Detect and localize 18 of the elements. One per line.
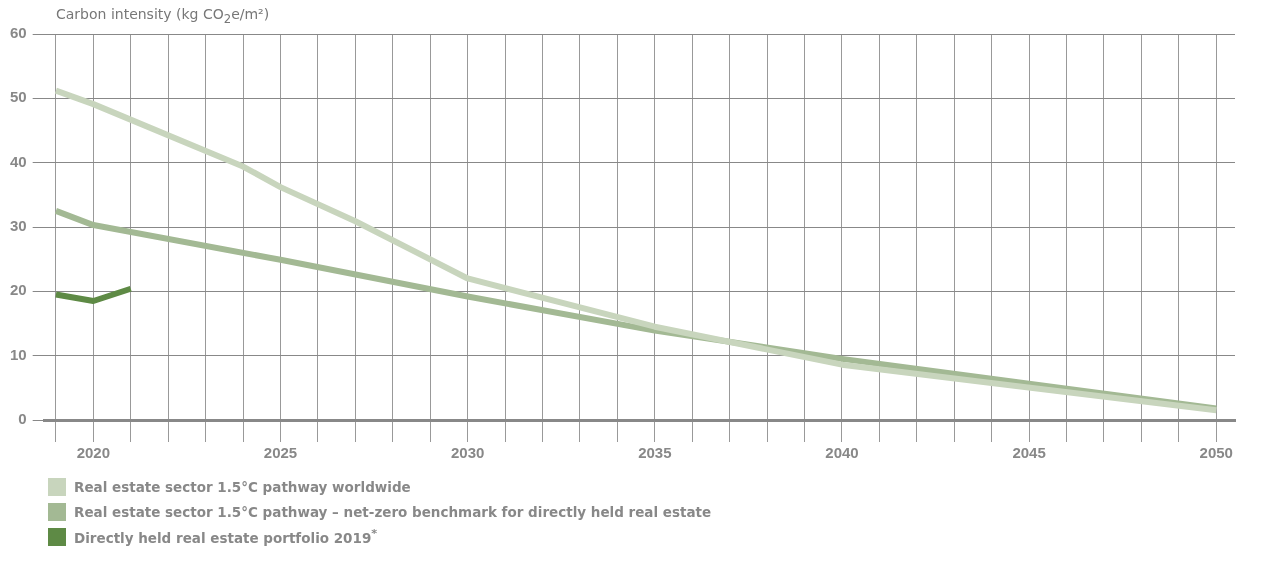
x-tick-label: 2020 <box>76 444 111 462</box>
y-tick-label: 10 <box>10 345 27 363</box>
y-tick-label: 60 <box>10 24 27 42</box>
y-axis-title: Carbon intensity (kg CO$_{2}$e/m²) <box>56 6 270 26</box>
legend-label: Real estate sector 1.5°C pathway worldwide <box>74 478 411 495</box>
x-tick-label: 2040 <box>825 444 859 462</box>
y-tick-label: 30 <box>10 217 27 235</box>
x-tick-label: 2030 <box>450 444 485 462</box>
legend-label: Real estate sector 1.5°C pathway – net-zero benchmark for directly held real estate <box>74 503 712 520</box>
x-tick-label: 2025 <box>263 444 298 462</box>
y-tick-label: 40 <box>10 152 27 170</box>
y-tick-label: 0 <box>18 410 27 428</box>
y-tick-label: 20 <box>10 281 27 299</box>
legend-label: Directly held real estate portfolio 2019$^{*}$ <box>74 527 378 546</box>
y-tick-label: 50 <box>10 88 27 106</box>
x-tick-label: 2035 <box>638 444 672 462</box>
x-tick-label: 2045 <box>1012 444 1046 462</box>
x-tick-label: 2050 <box>1199 444 1233 462</box>
